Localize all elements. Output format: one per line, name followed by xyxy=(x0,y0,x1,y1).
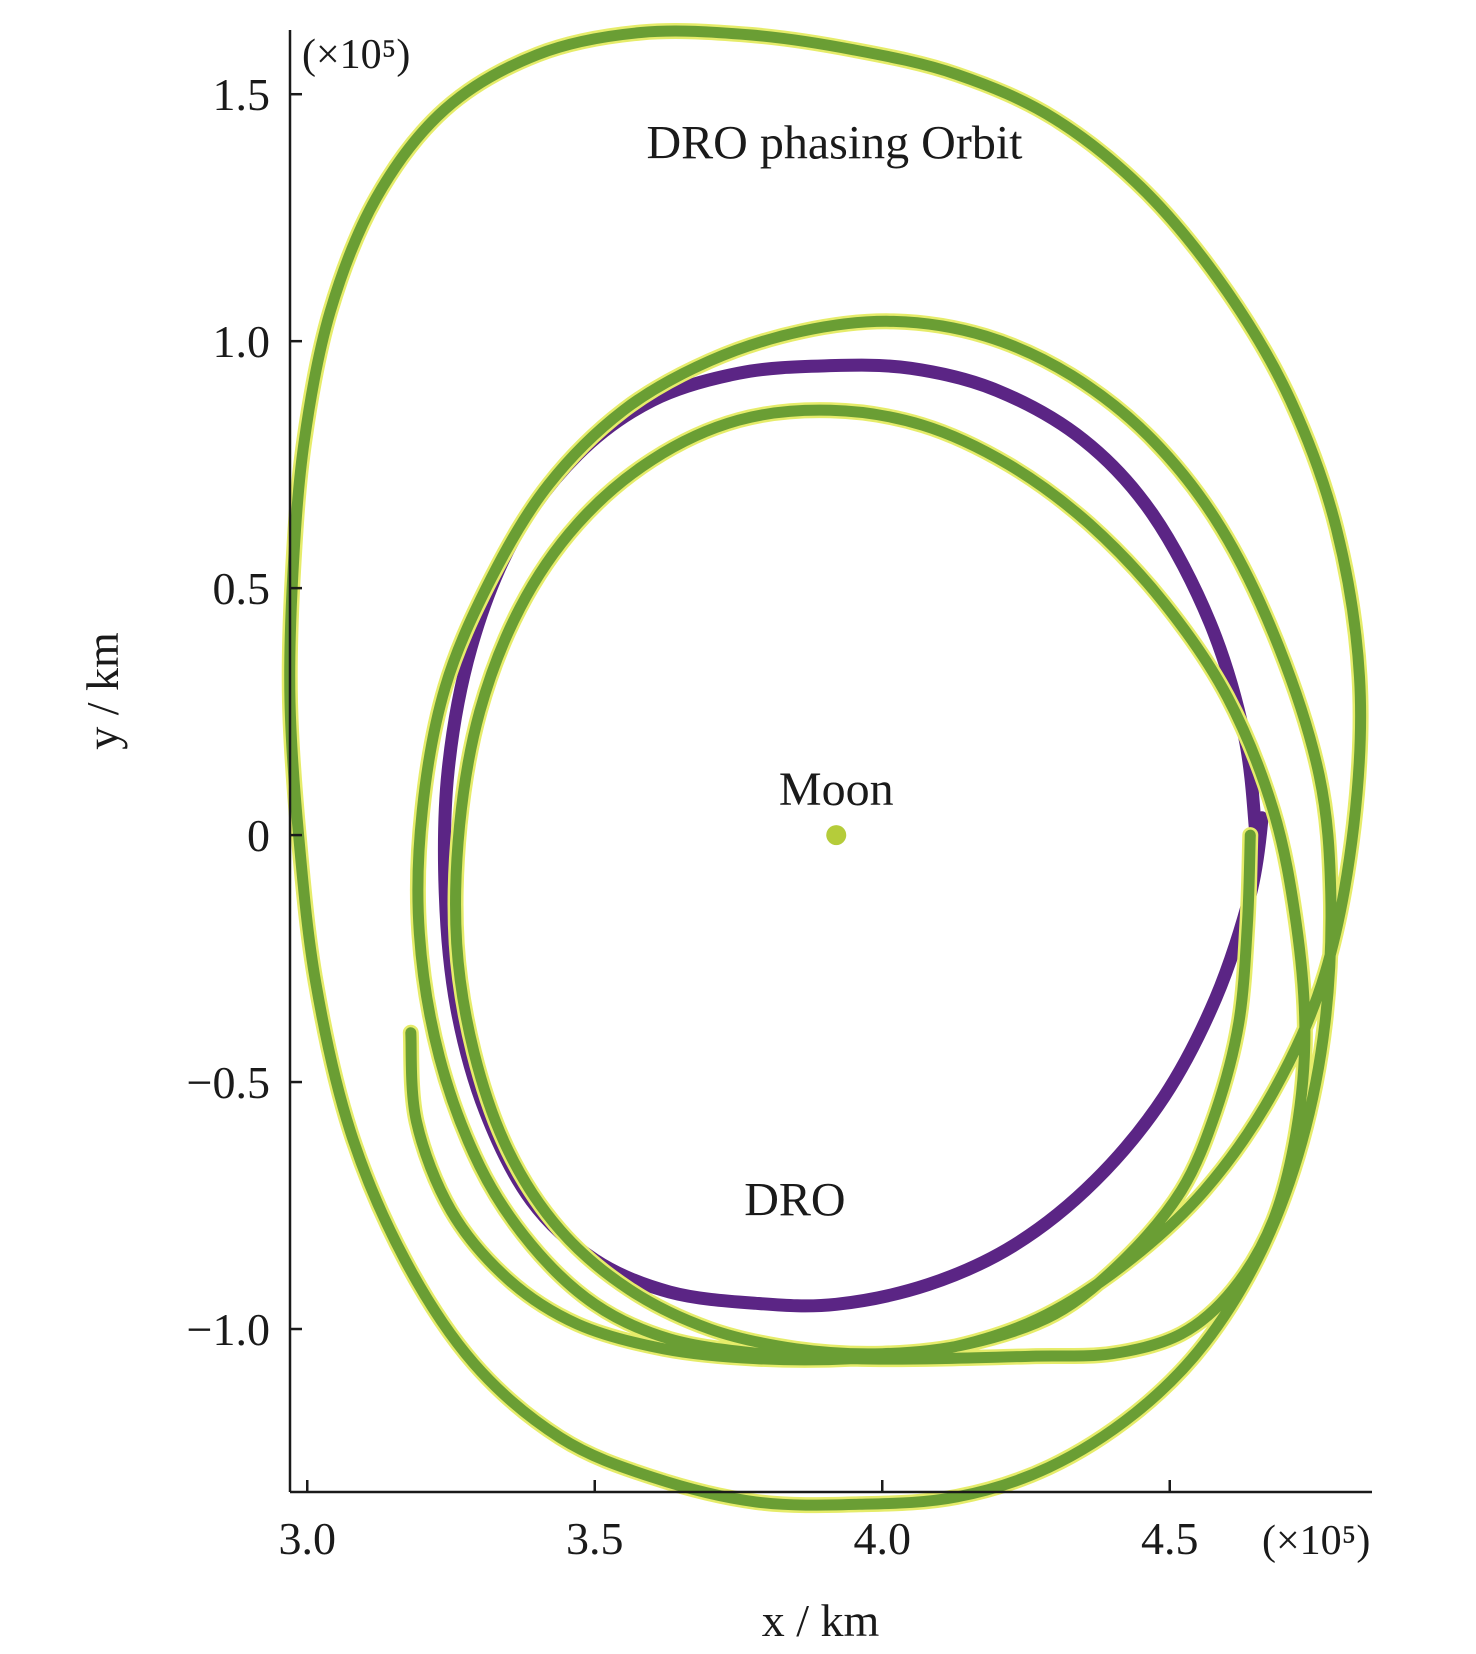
x-scale-note: (×10⁵) xyxy=(1262,1518,1370,1564)
x-tick-label: 4.5 xyxy=(1141,1513,1199,1564)
x-ticks: 3.0 3.5 4.0 4.5 xyxy=(279,1480,1199,1564)
y-tick-label: 1.0 xyxy=(213,316,271,367)
phasing-orbit-label: DRO phasing Orbit xyxy=(647,116,1024,169)
phasing-orbit-line xyxy=(284,25,1367,1511)
dro-orbit-line xyxy=(437,358,1269,1313)
moon-layer xyxy=(826,825,847,846)
y-ticks: 1.5 1.0 0.5 0 −0.5 −1.0 xyxy=(187,69,302,1355)
y-tick-label: −0.5 xyxy=(187,1057,270,1108)
x-tick-label: 3.5 xyxy=(566,1513,624,1564)
axes xyxy=(288,30,1372,1494)
y-tick-label: −1.0 xyxy=(187,1304,270,1355)
y-axis-label: y / km xyxy=(77,632,128,750)
y-tick-label: 0 xyxy=(247,810,270,861)
y-scale-note: (×10⁵) xyxy=(302,32,410,78)
y-tick-label: 0.5 xyxy=(213,563,271,614)
y-tick-label: 1.5 xyxy=(213,69,271,120)
x-axis-label: x / km xyxy=(762,1595,880,1646)
dro-label: DRO xyxy=(744,1173,845,1226)
orbit-curves xyxy=(281,23,1369,1514)
x-tick-label: 4.0 xyxy=(854,1513,912,1564)
x-tick-label: 3.0 xyxy=(279,1513,337,1564)
labels: x / km y / km (×10⁵) (×10⁵) Moon DRO pha… xyxy=(77,32,1370,1646)
moon-marker xyxy=(826,825,847,846)
moon-label: Moon xyxy=(779,763,894,816)
